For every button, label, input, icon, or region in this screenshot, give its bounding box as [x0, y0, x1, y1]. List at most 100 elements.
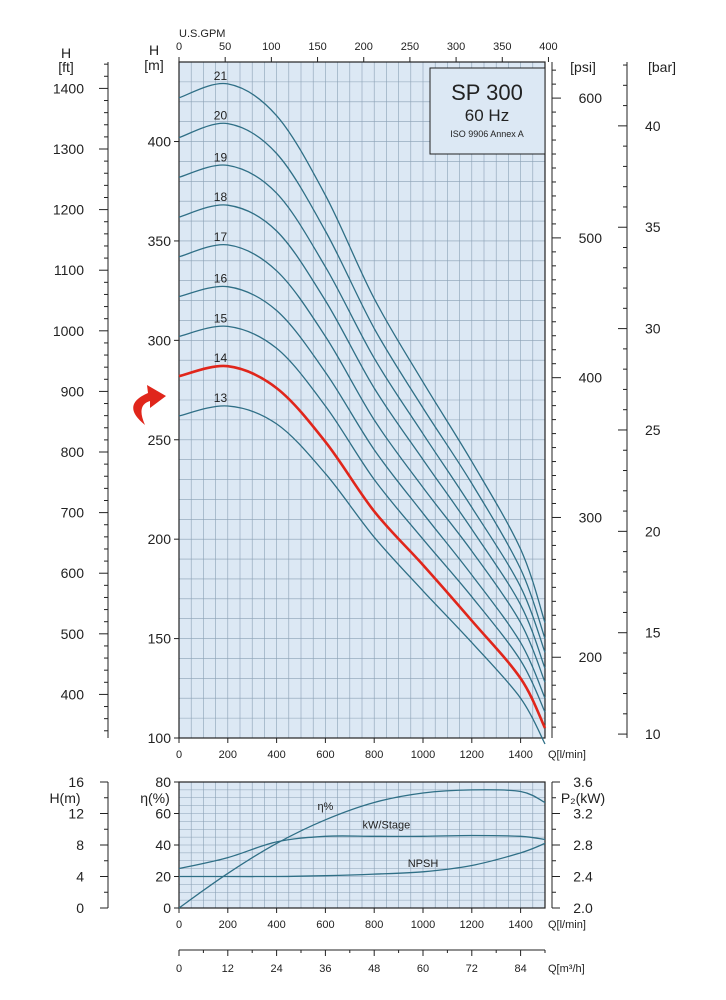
y-m-tick-label: 350	[148, 233, 172, 249]
sub-x-tick-label: 600	[316, 919, 334, 931]
head-curve-21	[178, 82, 546, 623]
head-curve-16	[178, 285, 546, 699]
curve-label: η%	[317, 801, 333, 813]
gpm-tick-label: 400	[539, 41, 557, 53]
sub-x-tick-label: 1400	[508, 919, 532, 931]
y-psi-tick-label: 200	[579, 649, 603, 665]
model-name: SP 300	[451, 80, 523, 105]
y-m-axis-unit: [m]	[144, 57, 163, 73]
m3h-tick-label: 84	[514, 963, 526, 975]
y-m-tick-label: 150	[148, 631, 172, 647]
x-tick-label: 1200	[460, 749, 484, 761]
y-ft-tick-label: 1000	[53, 323, 84, 339]
y-eff-tick-label: 0	[163, 900, 171, 916]
curve-npsh	[179, 842, 546, 878]
title-box: SP 300 60 Hz ISO 9906 Annex A	[429, 67, 546, 155]
y-npsh-tick-label: 12	[68, 806, 84, 822]
highlight-arrow-icon	[133, 385, 166, 425]
y-ft-tick-label: 800	[61, 444, 85, 460]
y-psi-axis-title: [psi]	[570, 59, 596, 75]
gpm-axis-label: U.S.GPM	[179, 28, 225, 40]
gpm-tick-label: 250	[401, 41, 419, 53]
y-power-tick-label: 2.0	[573, 900, 593, 916]
y-npsh-axis-title: H(m)	[49, 790, 80, 806]
gpm-tick-label: 0	[176, 41, 182, 53]
y-psi-tick-label: 600	[579, 90, 603, 106]
x-tick-label: 800	[365, 749, 383, 761]
y-bar-tick-label: 40	[645, 118, 661, 134]
y-ft-axis-unit: [ft]	[58, 59, 74, 75]
stage-label-19: 19	[214, 150, 228, 164]
y-power-tick-label: 3.2	[573, 806, 593, 822]
y-bar-tick-label: 30	[645, 321, 661, 337]
efficiency-power-npsh-panel: 0 200 400 600 800 1000 1200 1400 Q[l/min]0 12 24 36…	[49, 774, 605, 975]
m3h-tick-label: 72	[466, 963, 478, 975]
x-tick-label: 400	[267, 749, 285, 761]
x-tick-label: 200	[219, 749, 237, 761]
y-m-tick-label: 300	[148, 332, 172, 348]
x-tick-label: 1000	[411, 749, 435, 761]
x-tick-label: 600	[316, 749, 334, 761]
gpm-tick-label: 50	[219, 41, 231, 53]
y-ft-tick-label: 700	[61, 505, 85, 521]
y-bar-tick-label: 35	[645, 219, 661, 235]
stage-label-21: 21	[214, 69, 228, 83]
m3h-axis-label: Q[m³/h]	[548, 963, 585, 975]
y-ft-tick-label: 500	[61, 626, 85, 642]
curve-label: NPSH	[408, 858, 439, 870]
y-eff-tick-label: 60	[155, 806, 171, 822]
y-ft-tick-label: 1100	[54, 262, 84, 278]
y-psi-tick-label: 500	[579, 230, 603, 246]
y-ft-tick-label: 400	[61, 686, 85, 702]
y-ft-tick-label: 1400	[53, 80, 84, 96]
y-power-tick-label: 2.8	[573, 837, 593, 853]
y-psi-tick-label: 400	[579, 370, 603, 386]
frequency-label: 60 Hz	[465, 106, 509, 125]
y-ft-tick-label: 600	[61, 565, 85, 581]
gpm-tick-label: 350	[493, 41, 511, 53]
sub-x-tick-label: 1000	[411, 919, 435, 931]
head-curve-15	[178, 325, 546, 713]
m3h-tick-label: 0	[176, 963, 182, 975]
y-eff-tick-label: 20	[155, 869, 171, 885]
stage-label-16: 16	[214, 272, 228, 286]
stage-label-20: 20	[214, 109, 228, 123]
stage-label-15: 15	[214, 311, 228, 325]
y-npsh-tick-label: 8	[76, 837, 84, 853]
m3h-tick-label: 36	[319, 963, 331, 975]
head-curve-18	[178, 204, 546, 669]
plot-border	[178, 61, 546, 739]
y-m-axis-title: H	[149, 42, 159, 58]
y-m-tick-label: 250	[148, 432, 172, 448]
curve-kwstage	[178, 834, 546, 870]
curve-	[178, 789, 546, 909]
head-curve-19	[178, 164, 546, 653]
y-m-tick-label: 200	[148, 531, 172, 547]
head-curve-20	[178, 122, 546, 639]
gpm-tick-label: 150	[308, 41, 326, 53]
y-bar-tick-label: 25	[645, 422, 661, 438]
y-ft-axis-title: H	[61, 45, 71, 61]
head-curve-13	[178, 405, 546, 745]
m3h-tick-label: 24	[270, 963, 282, 975]
y-ft-tick-label: 1200	[53, 202, 84, 218]
y-m-tick-label: 400	[148, 134, 172, 150]
y-npsh-tick-label: 4	[76, 869, 84, 885]
gpm-tick-label: 300	[447, 41, 465, 53]
y-bar-tick-label: 15	[645, 625, 661, 641]
sub-x-tick-label: 1200	[460, 919, 484, 931]
y-npsh-tick-label: 16	[68, 774, 84, 790]
head-curve-panel: 0 200 400 600 800 1000 1200 1400 Q[l/min] 0 50 100 1…	[53, 28, 676, 761]
x-axis-label: Q[l/min]	[548, 749, 586, 761]
stage-label-17: 17	[214, 230, 228, 244]
y-bar-tick-label: 10	[645, 726, 661, 742]
gpm-tick-label: 200	[355, 41, 373, 53]
y-bar-axis-title: [bar]	[648, 59, 676, 75]
y-m-tick-label: 100	[148, 730, 172, 746]
sub-x-tick-label: 0	[176, 919, 182, 931]
y-eff-tick-label: 40	[155, 837, 171, 853]
stage-label-18: 18	[214, 190, 228, 204]
head-curve-17	[178, 244, 546, 683]
x-tick-label: 0	[176, 749, 182, 761]
